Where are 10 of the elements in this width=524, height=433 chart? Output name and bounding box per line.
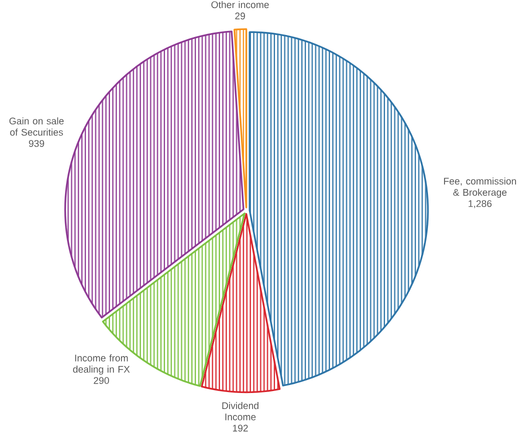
data-label: 290: [94, 377, 110, 384]
data-label: 1,286: [468, 200, 492, 208]
data-label: 939: [28, 140, 44, 148]
slice-label: Dividend Income: [222, 402, 258, 421]
slice-label: Fee, commission & Brokerage: [444, 178, 516, 198]
slice-label: Income from dealing in FX: [73, 354, 130, 375]
data-label: 192: [232, 424, 248, 432]
slice-label: Other income: [211, 1, 269, 8]
data-label: 29: [235, 12, 245, 20]
slice-label: Gain on sale of Securities: [9, 118, 64, 136]
